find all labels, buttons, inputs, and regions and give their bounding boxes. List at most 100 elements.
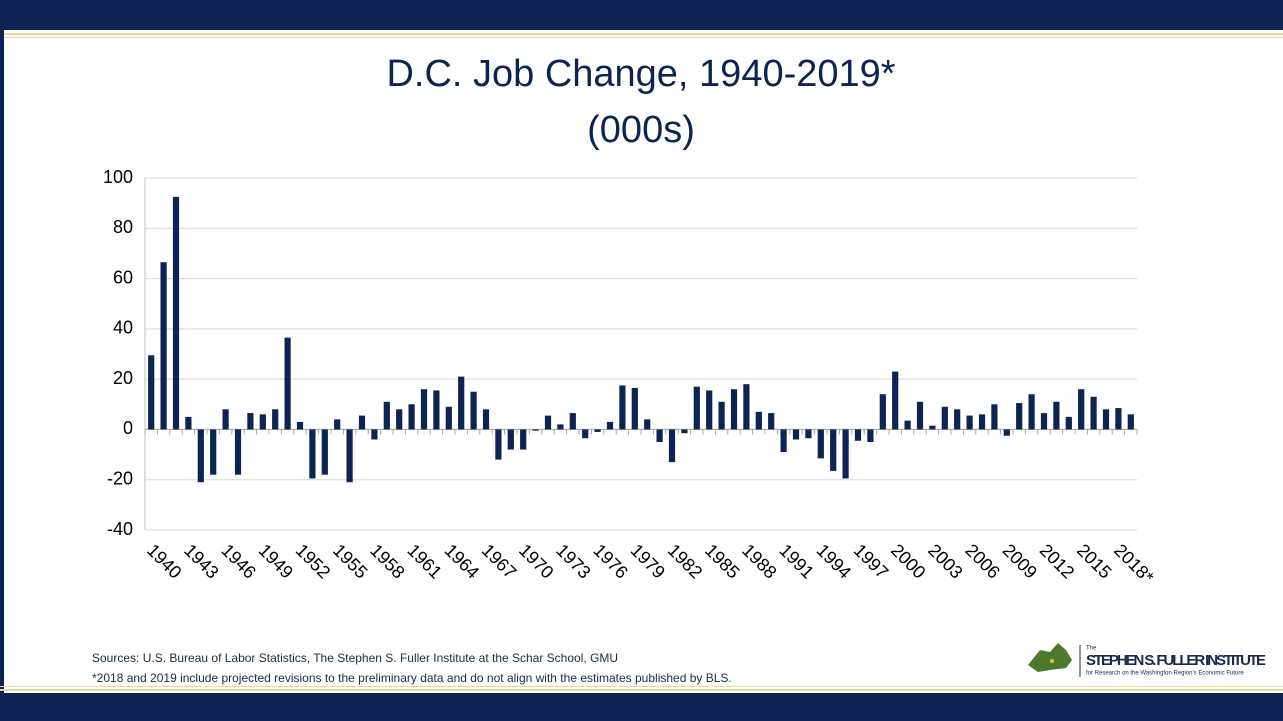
bar <box>1053 401 1060 430</box>
bar <box>197 429 204 483</box>
x-tick-label: 1943 <box>180 540 222 582</box>
x-tick-label: 1994 <box>813 540 855 582</box>
bar <box>730 389 738 430</box>
bar <box>631 387 638 430</box>
bar <box>929 425 936 430</box>
bar <box>1065 416 1072 430</box>
bar <box>433 390 440 430</box>
bar <box>210 429 217 475</box>
x-tick-label: 1979 <box>627 540 669 582</box>
y-tick-label: 80 <box>113 217 133 237</box>
x-tick-label: 2006 <box>961 540 1003 582</box>
bar <box>346 429 353 483</box>
top-rule <box>0 37 1283 38</box>
x-tick-label: 1970 <box>515 540 557 582</box>
x-tick-label: 2000 <box>887 540 929 582</box>
bar <box>668 429 676 463</box>
bar <box>681 429 688 434</box>
bar <box>842 429 849 479</box>
x-tick-label: 2009 <box>999 540 1041 582</box>
bar <box>879 394 886 430</box>
bar <box>172 196 180 430</box>
x-tick-label: 1982 <box>664 540 706 582</box>
bar <box>706 390 713 430</box>
bar <box>644 419 651 430</box>
bar <box>594 429 601 432</box>
bar <box>309 429 316 479</box>
bar <box>160 262 167 430</box>
bar <box>420 389 428 430</box>
sources: Sources: U.S. Bureau of Labor Statistics… <box>92 651 618 665</box>
y-tick-label: 100 <box>103 167 133 187</box>
bar <box>1028 394 1035 430</box>
bar <box>495 429 502 460</box>
chart-title: D.C. Job Change, 1940-2019* <box>386 53 895 95</box>
bar <box>867 429 874 442</box>
bar <box>792 429 800 440</box>
bar <box>1016 403 1023 430</box>
bar <box>408 404 415 430</box>
bar <box>1003 429 1010 436</box>
bar <box>768 413 775 430</box>
logo-tagline: for Research on the Washington Region's … <box>1086 671 1244 677</box>
x-tick-label: 1940 <box>143 540 185 582</box>
bar <box>234 429 242 475</box>
x-tick-label: 1976 <box>589 540 631 582</box>
logo-small: The <box>1086 646 1097 652</box>
top-rule <box>0 33 1283 35</box>
bar <box>978 414 986 430</box>
x-tick-label: 2012 <box>1036 540 1078 582</box>
bar <box>941 406 948 430</box>
bar <box>916 401 924 430</box>
bar <box>1102 409 1110 430</box>
bar <box>532 429 539 431</box>
top-band <box>0 0 1283 30</box>
bar <box>582 429 589 439</box>
x-tick-label: 1991 <box>775 540 817 582</box>
bar <box>619 385 626 430</box>
bar <box>1040 413 1048 430</box>
bar <box>396 409 403 430</box>
bar <box>1078 389 1085 430</box>
y-tick-label: 40 <box>113 318 133 338</box>
bar <box>1115 408 1122 430</box>
bar <box>222 409 229 430</box>
left-border <box>0 0 4 721</box>
bottom-rule <box>0 686 1283 687</box>
bar <box>718 401 725 430</box>
y-tick-label: 20 <box>113 368 133 388</box>
logo-dot <box>1050 659 1054 663</box>
y-tick-label: -20 <box>107 468 133 488</box>
x-tick-label: 1985 <box>701 540 743 582</box>
x-tick-label: 1946 <box>217 540 259 582</box>
bar <box>606 421 614 430</box>
bar <box>954 409 961 430</box>
logo-name: STEPHEN S. FULLER INSTITUTE <box>1086 652 1266 669</box>
x-tick-label: 2015 <box>1073 540 1115 582</box>
x-tick-label: 1964 <box>441 540 483 582</box>
bar <box>830 429 837 471</box>
y-tick-label: 0 <box>123 418 133 438</box>
bar <box>470 391 477 430</box>
bar <box>1090 396 1097 430</box>
x-tick-label: 1955 <box>329 540 371 582</box>
x-tick-label: 1997 <box>850 540 892 582</box>
bar <box>991 404 998 430</box>
x-tick-label: 1952 <box>292 540 334 582</box>
bar <box>520 429 527 450</box>
x-tick-label: 1973 <box>552 540 594 582</box>
bar <box>482 409 490 430</box>
bar <box>904 420 911 430</box>
x-tick-label: 1988 <box>738 540 780 582</box>
bar <box>966 415 973 430</box>
y-tick-label: 60 <box>113 267 133 287</box>
bar <box>854 429 862 441</box>
x-tick-label: 2018* <box>1110 540 1157 587</box>
x-tick-label: 1967 <box>478 540 520 582</box>
bar <box>693 386 700 430</box>
bottom-rule <box>0 689 1283 691</box>
x-tick-label: 1961 <box>403 540 445 582</box>
bar <box>371 429 378 440</box>
logo-map <box>1028 643 1072 672</box>
